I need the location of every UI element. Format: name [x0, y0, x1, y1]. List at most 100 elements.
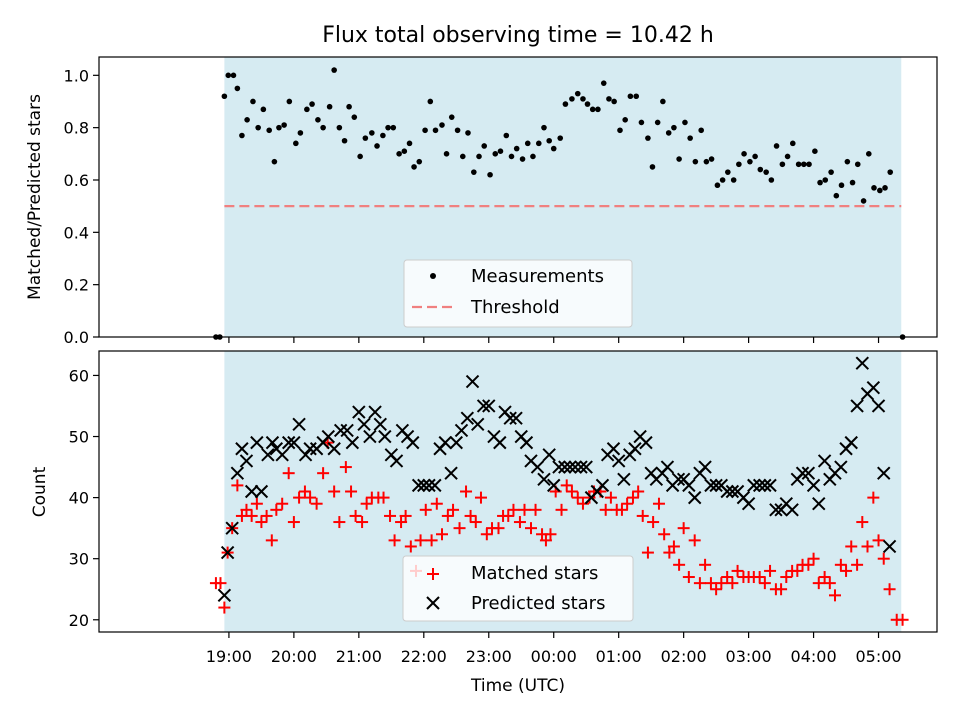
bottom-x-ticks: 19:00 20:00 21:00 22:00 23:00 00:00 01:00 02:00… [206, 632, 902, 666]
legend-matched-marker [427, 568, 439, 580]
predicted-star-stroke [720, 484, 734, 499]
measurement-point [380, 132, 386, 139]
predicted-star-stroke [769, 503, 783, 517]
predicted-star-stroke [558, 460, 572, 474]
matched-star-point [435, 528, 448, 541]
predicted-star-stroke [287, 435, 301, 450]
predicted-star-point [877, 466, 891, 480]
legend-matched-label: Matched stars [471, 563, 598, 584]
predicted-star-point [239, 454, 254, 468]
matched-star-point [356, 516, 369, 529]
predicted-star-stroke [595, 478, 610, 493]
measurement-point [849, 179, 856, 186]
predicted-star-point [444, 466, 458, 480]
predicted-star-point [741, 497, 756, 511]
predicted-star-stroke [617, 472, 631, 486]
matched-star-point [571, 491, 584, 504]
predicted-star-point [769, 503, 783, 517]
matched-star-point [861, 540, 874, 553]
predicted-star-point [250, 435, 264, 450]
measurement-point [833, 192, 840, 199]
matched-star-point [840, 564, 853, 577]
measurement-point [714, 182, 721, 189]
matched-star-point [265, 534, 278, 547]
matched-star-point [829, 589, 842, 602]
bottom-x-tick-label: 23:00 [466, 647, 512, 666]
predicted-star-point [333, 423, 348, 438]
predicted-star-stroke [363, 429, 377, 444]
matched-star-point [250, 497, 263, 510]
predicted-star-point [795, 466, 810, 480]
predicted-star-stroke [747, 478, 761, 493]
matched-star-point [414, 534, 427, 547]
matched-star-point [721, 571, 734, 584]
predicted-star-point [850, 399, 864, 413]
matched-star-point [384, 509, 397, 522]
top-x-ticks [228, 337, 880, 343]
top-y-tick-label: 1.0 [64, 66, 89, 85]
measurement-point [315, 117, 321, 123]
predicted-star-point [417, 478, 431, 493]
predicted-star-stroke [725, 484, 740, 499]
measurement-point [541, 124, 547, 131]
predicted-star-point [327, 442, 341, 456]
predicted-star-point [476, 399, 491, 413]
predicted-star-stroke [254, 484, 269, 499]
predicted-star-point [834, 460, 848, 474]
predicted-star-stroke [220, 545, 235, 560]
matched-star-point [388, 534, 401, 547]
measurement-point [271, 158, 278, 165]
predicted-star-point [244, 484, 259, 499]
measurement-point [427, 98, 434, 105]
predicted-star-stroke [834, 460, 848, 474]
measurement-point [703, 158, 710, 165]
matched-star-point [464, 509, 477, 522]
predicted-star-point [275, 448, 289, 462]
matched-star-point [555, 503, 568, 516]
predicted-star-stroke [579, 460, 593, 474]
predicted-star-point [303, 442, 317, 456]
bottom-panel: 20 30 40 50 60 19:00 20:00 21:00 22:00 23:00 00:0… [30, 350, 938, 696]
predicted-star-point [687, 490, 702, 505]
predicted-star-point [752, 478, 767, 493]
matched-star-point [818, 571, 831, 584]
bottom-y-tick-label: 30 [69, 550, 89, 569]
matched-star-point [507, 503, 520, 516]
predicted-star-stroke [449, 435, 463, 450]
matched-star-point [652, 497, 665, 510]
measurement-point [550, 145, 557, 152]
measurement-point [230, 72, 237, 79]
matched-star-point [704, 577, 717, 590]
measurement-point [276, 124, 282, 131]
measurement-point [326, 103, 333, 110]
measurement-point [411, 164, 417, 170]
predicted-star-point [530, 460, 545, 474]
matched-star-point [310, 497, 323, 510]
measurement-point [422, 127, 428, 134]
bottom-y-tick-label: 60 [69, 366, 89, 385]
predicted-star-stroke [687, 490, 702, 505]
measurement-point [606, 96, 612, 102]
predicted-star-stroke [709, 478, 723, 493]
legend-predicted-marker [426, 596, 440, 610]
measurement-point [250, 98, 256, 105]
predicted-star-stroke [704, 478, 718, 493]
matched-star-point [317, 467, 330, 480]
predicted-star-point [261, 448, 275, 462]
predicted-star-stroke [850, 399, 864, 413]
measurement-point [660, 98, 666, 105]
predicted-star-point [454, 423, 469, 438]
predicted-star-stroke [411, 478, 426, 493]
measurement-point [817, 179, 823, 186]
measurement-point [390, 124, 397, 131]
bottom-x-tick-label: 22:00 [401, 647, 447, 666]
measurement-point [320, 124, 326, 131]
predicted-star-point [411, 478, 426, 493]
predicted-star-stroke [519, 435, 534, 450]
bottom-x-tick-label: 03:00 [726, 647, 772, 666]
predicted-star-stroke [471, 417, 485, 432]
predicted-star-point [422, 478, 436, 493]
predicted-star-point [340, 423, 354, 438]
predicted-star-stroke [866, 380, 881, 395]
measurement-point [627, 93, 634, 100]
